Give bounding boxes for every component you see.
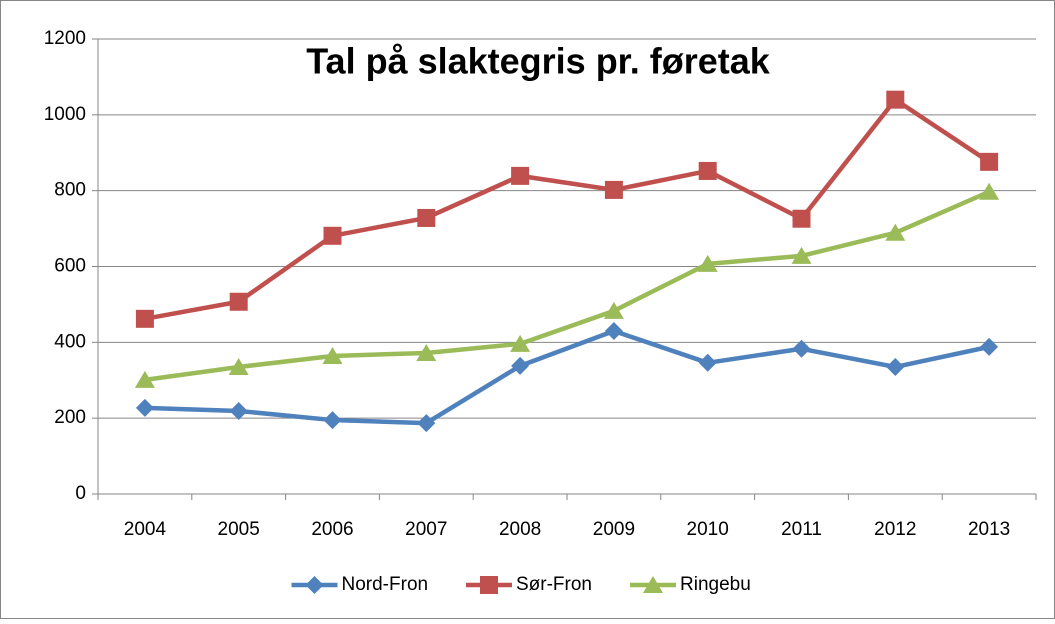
marker [229, 292, 248, 311]
marker [510, 334, 531, 352]
marker [134, 370, 155, 388]
marker [417, 414, 436, 433]
y-tick-label: 400 [54, 331, 86, 352]
marker [511, 166, 530, 185]
marker [885, 223, 906, 241]
series-line [144, 97, 991, 322]
marker [698, 353, 717, 372]
marker [791, 246, 812, 264]
marker [417, 208, 436, 227]
x-tick-label: 2013 [968, 519, 1010, 540]
x-tick-label: 2005 [218, 519, 260, 540]
legend-label: Sør-Fron [516, 574, 592, 595]
marker [886, 357, 905, 376]
marker [698, 161, 717, 180]
marker [603, 301, 624, 319]
legend-label: Nord-Fron [342, 574, 429, 595]
legend-label: Ringebu [680, 574, 751, 595]
marker [228, 357, 249, 375]
marker [980, 337, 999, 356]
marker [792, 209, 811, 228]
x-tick-label: 2007 [405, 519, 447, 540]
marker [416, 343, 437, 361]
y-tick-label: 0 [75, 483, 86, 504]
marker [604, 180, 623, 199]
marker [135, 398, 154, 417]
y-tick-label: 600 [54, 256, 86, 277]
x-tick-label: 2009 [593, 519, 635, 540]
y-tick-label: 1200 [44, 28, 86, 49]
x-tick-label: 2012 [874, 519, 916, 540]
x-tick-label: 2006 [311, 519, 353, 540]
marker [886, 90, 905, 109]
marker [480, 576, 498, 594]
marker [979, 182, 1000, 200]
series-line [144, 189, 991, 383]
series-line [144, 328, 990, 426]
marker [323, 226, 342, 245]
x-tick-label: 2004 [124, 519, 167, 540]
x-tick-label: 2011 [781, 519, 822, 540]
marker [792, 339, 811, 358]
marker [135, 309, 154, 328]
chart-title: Tal på slaktegris pr. føretak [306, 41, 770, 82]
y-tick-label: 200 [54, 407, 86, 428]
marker [322, 346, 343, 364]
x-tick-label: 2010 [687, 519, 729, 540]
marker [980, 152, 999, 171]
marker [643, 576, 663, 593]
marker [604, 321, 623, 340]
marker [323, 411, 342, 430]
x-tick-label: 2008 [499, 519, 541, 540]
marker [511, 356, 530, 375]
marker [697, 254, 718, 272]
y-tick-label: 800 [54, 180, 86, 201]
marker [229, 401, 248, 420]
marker [305, 576, 324, 594]
y-tick-label: 1000 [44, 104, 86, 125]
